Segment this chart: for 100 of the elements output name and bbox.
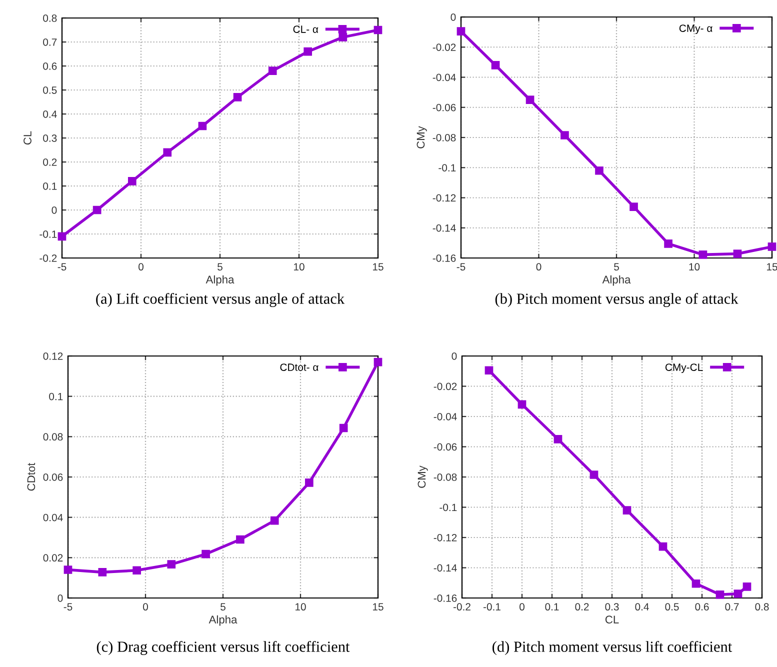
x-tick-label: 5 bbox=[220, 603, 226, 611]
y-tick-label: -0.14 bbox=[434, 564, 457, 572]
x-tick-label: 0 bbox=[143, 603, 148, 611]
x-tick-label: 15 bbox=[767, 263, 777, 271]
point bbox=[518, 400, 526, 409]
point bbox=[698, 250, 708, 259]
y-tick-label: 0.12 bbox=[43, 352, 63, 360]
x-tick-label: 0 bbox=[536, 263, 542, 271]
y-tick-label: -0.08 bbox=[432, 134, 456, 142]
point bbox=[590, 470, 598, 479]
y-axis-title: CMy bbox=[418, 466, 428, 488]
y-tick-label: 0.02 bbox=[43, 554, 63, 562]
point bbox=[768, 242, 776, 251]
y-tick-label: 0.8 bbox=[43, 14, 57, 22]
x-axis-title: CL bbox=[605, 616, 619, 624]
text: (a) Lift coefficient versus angle of attack bbox=[96, 292, 345, 308]
x-axis-title: Alpha bbox=[602, 275, 631, 286]
y-tick-label: -0.04 bbox=[432, 74, 456, 82]
x-tick-label: 10 bbox=[689, 263, 700, 271]
point bbox=[128, 177, 136, 186]
y-tick-label: -0.14 bbox=[432, 224, 456, 232]
y-tick-label: -0.12 bbox=[432, 194, 456, 202]
legend-label: CL- α bbox=[293, 26, 318, 33]
y-tick-label: 0.08 bbox=[43, 433, 63, 441]
point bbox=[64, 566, 72, 574]
text: (b) Pitch moment versus angle of attack bbox=[495, 292, 738, 308]
point bbox=[554, 435, 562, 444]
y-tick-label: 0.4 bbox=[43, 110, 57, 118]
point bbox=[92, 206, 102, 214]
y-tick-label: 0 bbox=[52, 206, 57, 214]
y-tick-label: 0.5 bbox=[43, 86, 57, 94]
point bbox=[560, 131, 569, 140]
point bbox=[733, 250, 742, 258]
y-tick-label: -0.1 bbox=[438, 164, 456, 172]
y-tick-label: -0.16 bbox=[434, 594, 457, 602]
y-tick-label: 0 bbox=[452, 352, 457, 360]
x-tick-label: -5 bbox=[456, 263, 466, 271]
x-tick-label: 0.3 bbox=[605, 603, 619, 611]
point bbox=[58, 232, 66, 241]
y-tick-label: 0.06 bbox=[43, 474, 63, 481]
y-tick-label: 0.1 bbox=[49, 392, 63, 400]
x-tick-label: 10 bbox=[296, 603, 306, 611]
y-axis-title: CMy bbox=[416, 126, 427, 148]
y-tick-label: 0 bbox=[58, 594, 63, 602]
x-tick-label: -5 bbox=[58, 263, 66, 271]
point bbox=[716, 590, 724, 599]
point bbox=[304, 47, 312, 56]
y-tick-label: -0.02 bbox=[434, 382, 457, 390]
x-axis-title: Alpha bbox=[208, 615, 238, 626]
y-tick-label: -0.06 bbox=[432, 104, 456, 112]
point bbox=[664, 240, 672, 248]
y-tick-label: 0.2 bbox=[43, 158, 57, 166]
point bbox=[374, 26, 382, 34]
y-tick-label: -0.12 bbox=[434, 534, 457, 542]
point bbox=[338, 33, 348, 42]
point bbox=[630, 202, 638, 211]
x-tick-label: 15 bbox=[373, 603, 384, 611]
point bbox=[268, 66, 277, 75]
x-tick-label: 0 bbox=[138, 263, 144, 271]
x-tick-label: 0 bbox=[520, 603, 524, 611]
point bbox=[198, 122, 207, 130]
x-tick-label: 0.5 bbox=[665, 603, 679, 611]
x-tick-label: 0.8 bbox=[755, 603, 769, 611]
x-tick-label: 10 bbox=[294, 263, 304, 271]
legend-label: CDtot- α bbox=[280, 364, 318, 371]
point bbox=[595, 166, 604, 175]
point bbox=[734, 590, 742, 598]
y-tick-label: 0.1 bbox=[43, 182, 57, 190]
x-tick-label: 5 bbox=[614, 263, 619, 271]
y-axis-title: CDtot bbox=[27, 462, 36, 491]
y-tick-label: 0 bbox=[450, 14, 456, 21]
point bbox=[622, 506, 632, 514]
y-tick-label: -0.16 bbox=[432, 254, 456, 262]
text: (d) Pitch moment versus lift coefficient bbox=[492, 640, 732, 656]
x-tick-label: 0.1 bbox=[545, 603, 559, 611]
point bbox=[132, 566, 141, 575]
y-tick-label: 0.7 bbox=[43, 38, 57, 46]
point bbox=[456, 27, 466, 36]
y-tick-label: -0.02 bbox=[432, 44, 456, 51]
legend-label: CMy-CL bbox=[665, 364, 703, 373]
x-tick-label: 0.2 bbox=[575, 603, 589, 611]
x-tick-label: 5 bbox=[218, 263, 222, 271]
point bbox=[202, 550, 210, 558]
point bbox=[167, 560, 176, 568]
point bbox=[742, 582, 752, 591]
y-tick-label: -0.2 bbox=[40, 254, 57, 262]
legend-label: CMy- α bbox=[679, 24, 712, 34]
x-tick-label: 0.6 bbox=[695, 603, 709, 611]
point bbox=[270, 516, 279, 525]
point bbox=[692, 579, 700, 588]
y-tick-label: -0.08 bbox=[434, 474, 457, 481]
point bbox=[526, 96, 534, 104]
x-tick-label: 15 bbox=[373, 263, 384, 271]
point bbox=[236, 535, 244, 544]
x-tick-label: -5 bbox=[64, 603, 72, 611]
point bbox=[658, 542, 668, 551]
y-tick-label: -0.1 bbox=[40, 230, 57, 238]
x-tick-label: -0.1 bbox=[483, 603, 500, 611]
point bbox=[163, 148, 172, 157]
y-axis-title: CL bbox=[24, 131, 32, 145]
